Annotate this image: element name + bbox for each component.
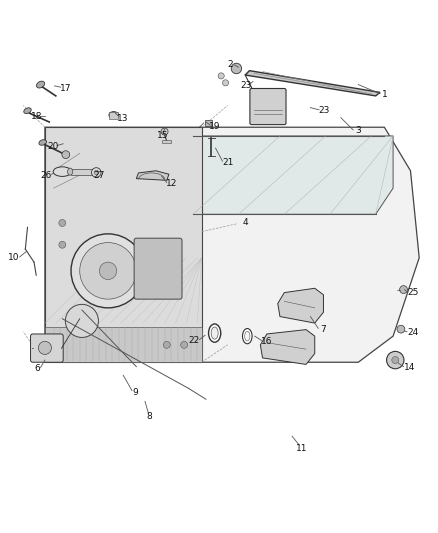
Text: 12: 12: [166, 179, 178, 188]
Circle shape: [397, 325, 405, 333]
Ellipse shape: [94, 171, 99, 175]
Text: 6: 6: [34, 364, 40, 373]
Ellipse shape: [39, 140, 46, 146]
Circle shape: [231, 63, 242, 74]
Text: 18: 18: [32, 112, 43, 121]
Circle shape: [161, 128, 168, 135]
Circle shape: [163, 341, 170, 349]
Circle shape: [387, 351, 404, 369]
Text: 14: 14: [404, 363, 415, 372]
Bar: [45, 327, 201, 362]
Circle shape: [99, 262, 117, 279]
Text: 26: 26: [40, 171, 52, 180]
Polygon shape: [245, 71, 380, 96]
Text: 13: 13: [117, 114, 128, 123]
Circle shape: [71, 234, 145, 308]
Ellipse shape: [109, 111, 118, 118]
Circle shape: [181, 341, 187, 349]
Text: 2: 2: [227, 60, 233, 69]
Text: 15: 15: [157, 132, 168, 140]
Ellipse shape: [67, 168, 73, 175]
Circle shape: [218, 73, 224, 79]
Polygon shape: [260, 329, 315, 365]
Text: 24: 24: [407, 328, 418, 337]
Text: 1: 1: [381, 90, 387, 99]
Text: 16: 16: [261, 337, 272, 346]
Text: 25: 25: [407, 288, 418, 297]
Circle shape: [59, 241, 66, 248]
Text: 19: 19: [209, 122, 220, 131]
Ellipse shape: [24, 108, 31, 114]
Ellipse shape: [245, 332, 250, 341]
Text: 21: 21: [222, 158, 233, 166]
Text: 23: 23: [318, 106, 330, 115]
Ellipse shape: [36, 81, 45, 88]
Bar: [205, 120, 212, 126]
FancyBboxPatch shape: [134, 238, 182, 299]
Text: 22: 22: [188, 336, 199, 345]
FancyBboxPatch shape: [31, 334, 63, 362]
Ellipse shape: [92, 168, 101, 177]
Text: 27: 27: [94, 171, 105, 180]
Ellipse shape: [208, 324, 221, 342]
Text: 17: 17: [60, 84, 71, 93]
FancyBboxPatch shape: [250, 88, 286, 125]
Text: 20: 20: [47, 142, 58, 151]
Text: 7: 7: [321, 325, 326, 334]
Circle shape: [80, 243, 136, 299]
Circle shape: [39, 341, 51, 354]
Polygon shape: [136, 171, 169, 180]
Circle shape: [59, 220, 66, 227]
Ellipse shape: [211, 327, 218, 339]
Circle shape: [65, 304, 99, 337]
Polygon shape: [278, 288, 323, 323]
Circle shape: [62, 151, 70, 158]
Text: 23: 23: [240, 82, 252, 91]
Text: 8: 8: [146, 412, 152, 421]
Bar: [162, 140, 171, 143]
Text: 11: 11: [296, 444, 307, 453]
Polygon shape: [45, 127, 201, 362]
Text: 9: 9: [133, 388, 138, 397]
Text: 4: 4: [242, 219, 248, 228]
Circle shape: [399, 286, 407, 294]
Polygon shape: [45, 127, 419, 362]
Polygon shape: [193, 136, 393, 214]
Ellipse shape: [53, 167, 71, 176]
Text: 3: 3: [355, 126, 361, 135]
Circle shape: [392, 357, 399, 364]
Text: 10: 10: [8, 253, 19, 262]
Bar: [109, 111, 118, 118]
Ellipse shape: [243, 328, 252, 344]
Circle shape: [223, 80, 229, 86]
Bar: [71, 168, 92, 175]
